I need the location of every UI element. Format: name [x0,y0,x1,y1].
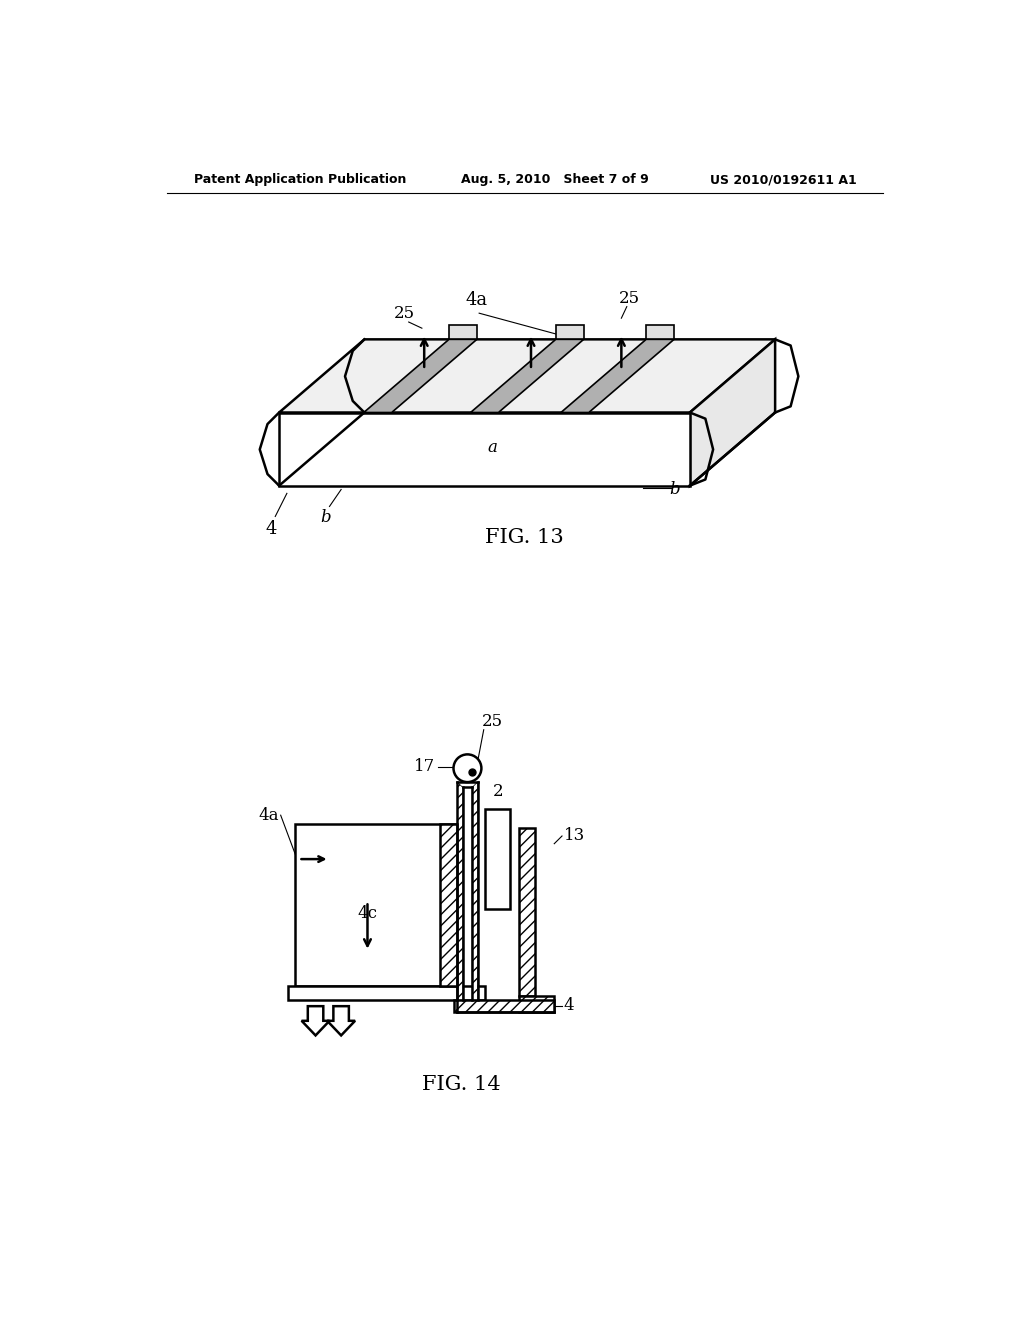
Polygon shape [440,825,458,986]
Polygon shape [519,997,554,1011]
Text: b: b [321,508,331,525]
Polygon shape [302,1006,330,1035]
Text: 25: 25 [618,289,640,306]
Text: b: b [669,480,680,498]
Text: 4a: 4a [465,290,487,309]
Text: 17: 17 [414,758,435,775]
Polygon shape [328,1006,355,1035]
Polygon shape [364,339,477,412]
Polygon shape [280,339,365,486]
Polygon shape [280,339,775,412]
Polygon shape [449,326,477,339]
Polygon shape [519,829,535,997]
Polygon shape [561,339,674,412]
Polygon shape [556,326,584,339]
Text: 4: 4 [265,520,278,539]
Polygon shape [690,339,775,486]
Polygon shape [472,781,477,1001]
Text: US 2010/0192611 A1: US 2010/0192611 A1 [710,173,856,186]
Text: 25: 25 [394,305,416,322]
Polygon shape [646,326,674,339]
Polygon shape [485,809,510,909]
Text: 4c: 4c [357,904,378,921]
Text: Patent Application Publication: Patent Application Publication [194,173,407,186]
Polygon shape [458,781,463,1001]
Text: 4a: 4a [259,807,280,824]
Text: FIG. 13: FIG. 13 [485,528,564,546]
Text: 2: 2 [493,783,503,800]
Polygon shape [690,339,775,486]
Text: 4: 4 [563,998,574,1014]
Text: a: a [487,440,498,457]
Text: 13: 13 [563,828,585,845]
Text: FIG. 14: FIG. 14 [422,1074,501,1094]
Circle shape [454,755,481,781]
Polygon shape [280,412,690,486]
Polygon shape [295,825,458,986]
Text: 25: 25 [481,713,503,730]
Polygon shape [454,1001,554,1011]
Polygon shape [471,339,584,412]
Text: Aug. 5, 2010   Sheet 7 of 9: Aug. 5, 2010 Sheet 7 of 9 [461,173,649,186]
Polygon shape [289,986,484,1001]
